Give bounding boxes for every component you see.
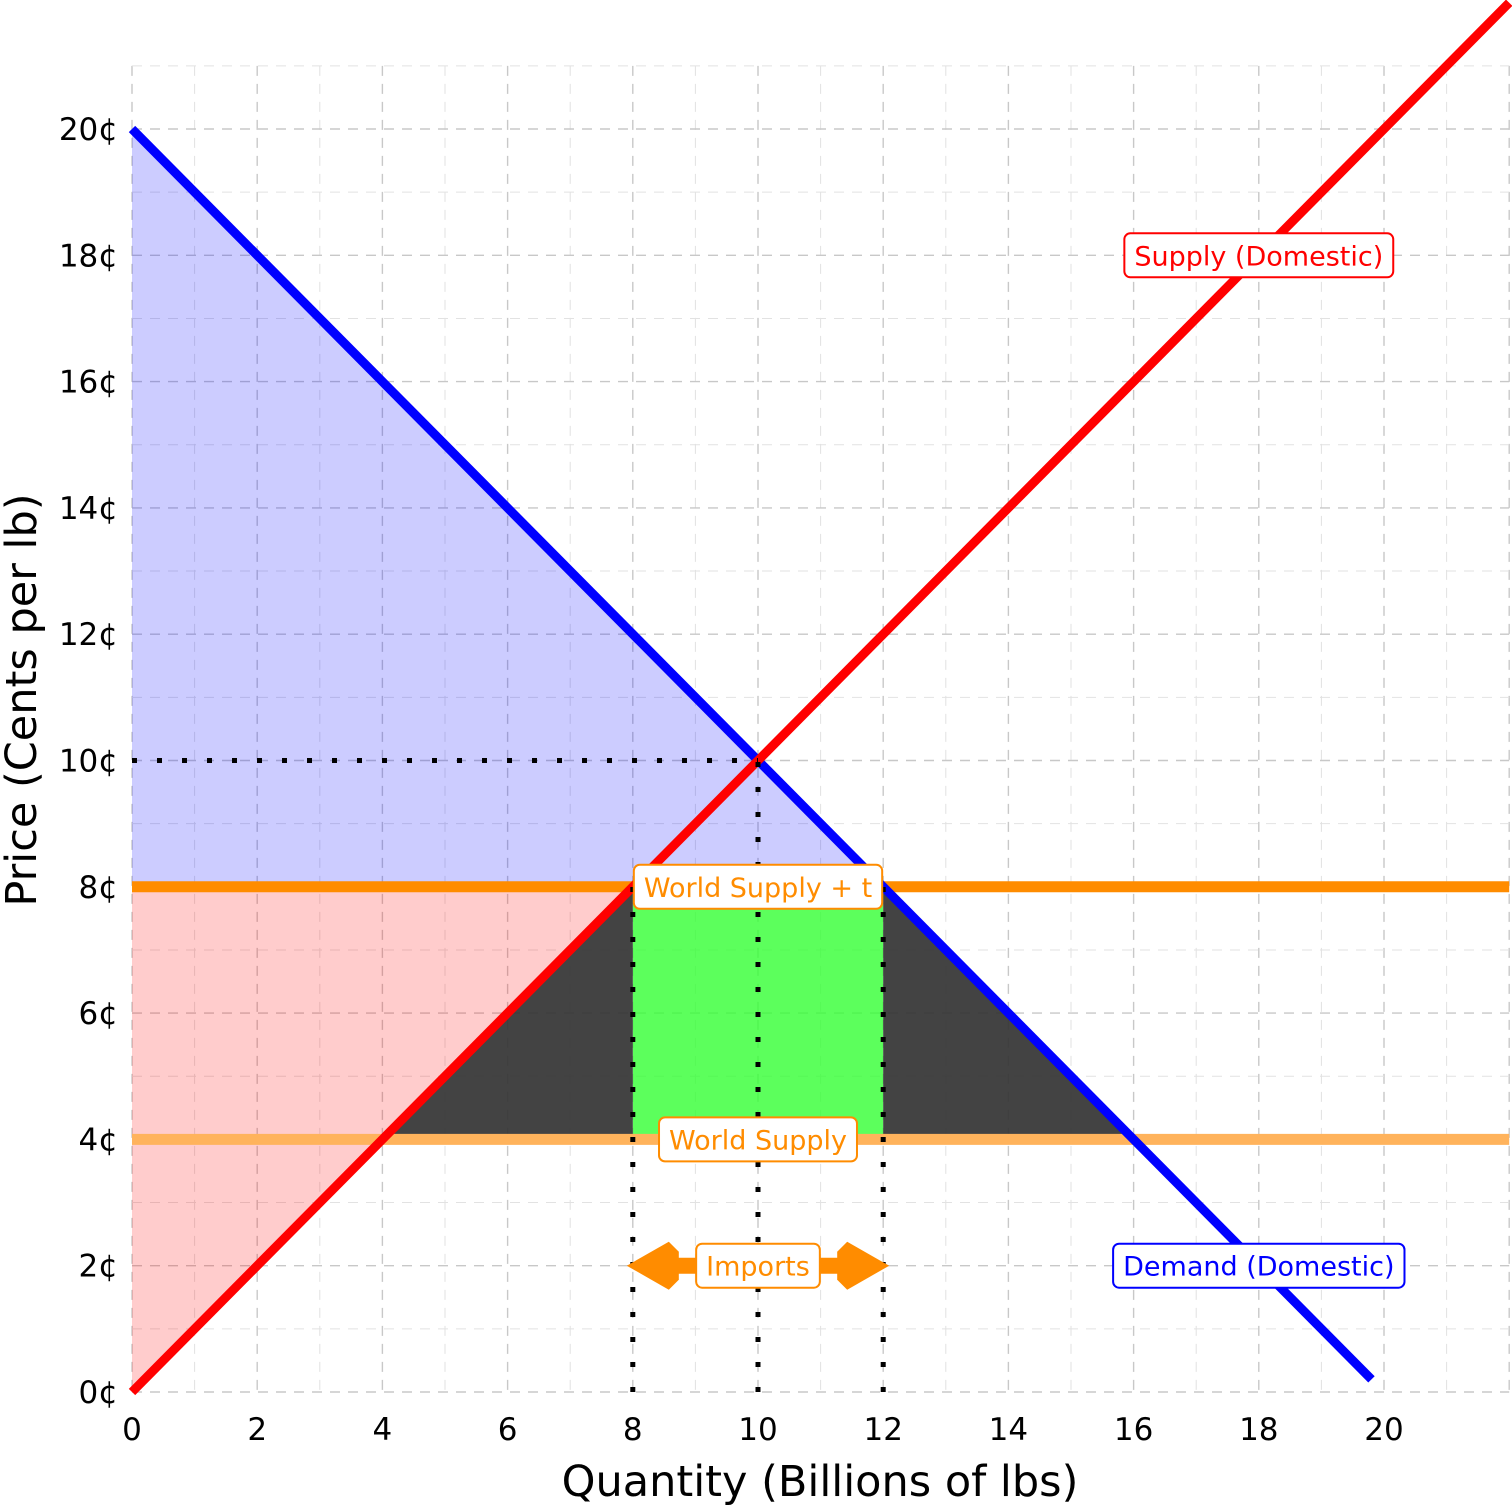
demand-domestic-label-box bbox=[1112, 1242, 1406, 1289]
x-tick-label: 8 bbox=[623, 1412, 643, 1448]
x-tick-label: 6 bbox=[498, 1412, 518, 1448]
x-tick-label: 12 bbox=[863, 1412, 902, 1448]
x-tick-label: 4 bbox=[373, 1412, 393, 1448]
imports-label-box bbox=[695, 1242, 821, 1289]
world-supply-label: World Supply bbox=[658, 1116, 858, 1163]
x-tick-label: 20 bbox=[1364, 1412, 1403, 1448]
y-tick-label: 10¢ bbox=[59, 744, 118, 780]
demand-domestic-line bbox=[128, 125, 1375, 1383]
y-tick-label: 8¢ bbox=[79, 870, 118, 906]
x-tick-label: 10 bbox=[738, 1412, 777, 1448]
x-axis-title: Quantity (Billions of lbs) bbox=[562, 1457, 1079, 1507]
imports-arrow-right-head bbox=[837, 1241, 890, 1290]
demand-domestic-label: Demand (Domestic) bbox=[1112, 1242, 1406, 1289]
supply-domestic-label-text: Supply (Domestic) bbox=[1134, 241, 1383, 272]
annotation-labels: Supply (Domestic) Demand (Domestic) World … bbox=[632, 232, 1406, 1289]
imports-arrow-left-head bbox=[626, 1241, 679, 1290]
x-tick-label: 0 bbox=[122, 1412, 142, 1448]
world-supply-t-label-box bbox=[632, 863, 884, 910]
imports-label: Imports bbox=[695, 1242, 821, 1289]
x-tick-label: 2 bbox=[247, 1412, 267, 1448]
y-tick-label: 16¢ bbox=[59, 365, 118, 401]
x-tick-label: 14 bbox=[989, 1412, 1028, 1448]
y-tick-label: 14¢ bbox=[59, 491, 118, 527]
world-supply-label-text: World Supply bbox=[669, 1125, 847, 1156]
x-tick-label: 18 bbox=[1239, 1412, 1278, 1448]
supply-domestic-label-box bbox=[1123, 232, 1395, 279]
world-supply-t-label: World Supply + t bbox=[632, 863, 884, 910]
world-supply-label-box bbox=[658, 1116, 858, 1163]
y-tick-label: 18¢ bbox=[59, 238, 118, 274]
supply-domestic-label: Supply (Domestic) bbox=[1123, 232, 1395, 279]
demand-domestic-label-text: Demand (Domestic) bbox=[1123, 1252, 1394, 1283]
y-tick-label: 4¢ bbox=[79, 1122, 118, 1158]
y-tick-label: 6¢ bbox=[79, 996, 118, 1032]
y-tick-label: 12¢ bbox=[59, 617, 118, 653]
y-axis-title: Price (Cents per lb) bbox=[0, 493, 47, 906]
imports-label-text: Imports bbox=[706, 1252, 810, 1283]
axis-ticks: 0 2 4 6 8 10 12 14 16 18 20 0¢ 2¢ 4¢ 6¢ 8¢ 10¢ 12¢ 14¢ 16¢ 1… bbox=[59, 112, 1404, 1448]
y-tick-label: 0¢ bbox=[79, 1375, 118, 1411]
world-supply-t-label-text: World Supply + t bbox=[644, 873, 872, 904]
x-tick-label: 16 bbox=[1114, 1412, 1153, 1448]
y-tick-label: 20¢ bbox=[59, 112, 118, 148]
y-tick-label: 2¢ bbox=[79, 1249, 118, 1285]
